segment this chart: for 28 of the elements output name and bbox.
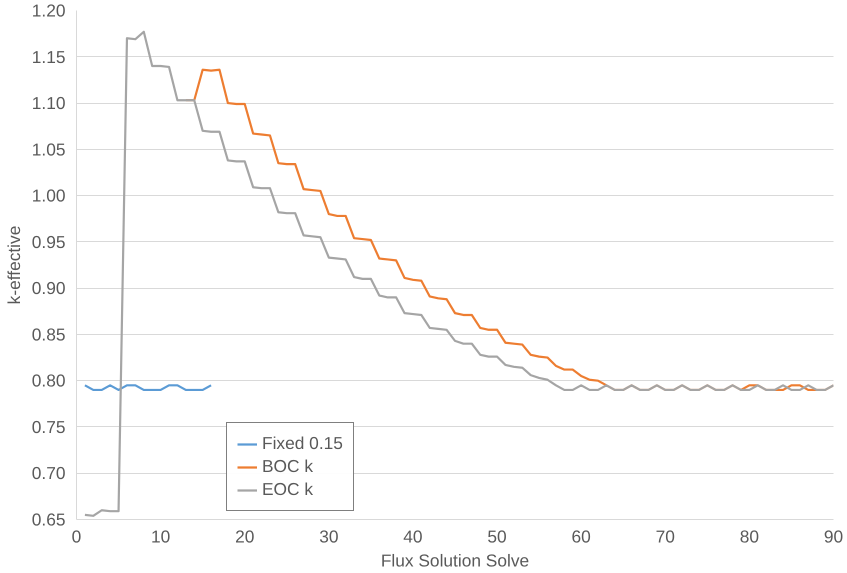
y-tick-label: 0.70 (32, 463, 66, 484)
line-series (84, 30, 834, 517)
x-tick-label: 60 (572, 526, 591, 546)
x-tick-label: 20 (235, 526, 254, 546)
y-tick-label: 0.95 (32, 232, 66, 252)
x-tick-label: 70 (656, 526, 675, 546)
x-tick-label: 80 (740, 526, 760, 546)
y-tick-label: 0.75 (32, 416, 66, 437)
legend-label: EOC k (262, 479, 314, 500)
x-axis-title: Flux Solution Solve (380, 550, 530, 570)
x-tick-label: 30 (319, 526, 338, 546)
y-tick-label: 1.05 (32, 139, 66, 160)
y-tick-label: 1.20 (32, 0, 66, 20)
y-axis-title: k-effective (4, 226, 24, 304)
x-tick-label: 50 (487, 526, 507, 546)
x-tick-label: 0 (72, 526, 82, 546)
y-tick-label: 0.65 (32, 510, 66, 530)
legend-label: Fixed 0.15 (262, 433, 343, 454)
y-tick-label: 0.90 (32, 278, 66, 298)
y-tick-label: 1.00 (32, 186, 66, 206)
x-tick-label: 10 (150, 526, 170, 546)
y-tick-label: 1.10 (32, 93, 66, 114)
y-tick-label: 0.85 (32, 324, 66, 344)
x-tick-label: 40 (403, 526, 423, 546)
y-tick-label: 1.15 (32, 46, 66, 67)
legend-label: BOC k (262, 456, 314, 477)
x-tick-label: 90 (824, 526, 844, 546)
y-tick-label: 0.80 (32, 370, 66, 391)
